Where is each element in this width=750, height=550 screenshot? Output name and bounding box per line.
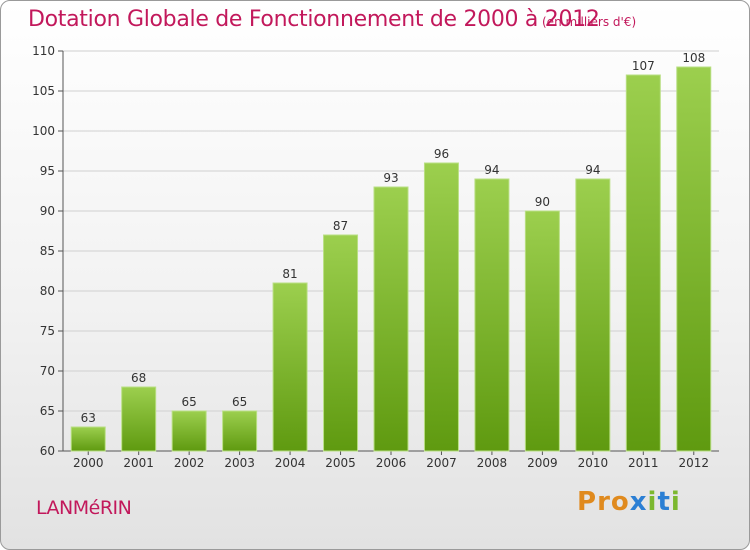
bar-2012 (676, 66, 712, 452)
y-tick-label: 110 (32, 44, 55, 58)
x-tick-label-2000: 2000 (73, 456, 104, 470)
y-tick-label: 85 (40, 244, 55, 258)
value-label-2004: 81 (282, 267, 297, 281)
value-label-2000: 63 (81, 411, 96, 425)
bar-2005 (323, 234, 359, 452)
x-tick-label-2003: 2003 (224, 456, 255, 470)
x-tick-label-2007: 2007 (426, 456, 457, 470)
value-label-2003: 65 (232, 395, 247, 409)
x-tick-label-2012: 2012 (678, 456, 709, 470)
bar-2003 (222, 410, 258, 452)
bar-2009 (524, 210, 560, 452)
y-tick-label: 75 (40, 324, 55, 338)
bar-2010 (575, 178, 611, 452)
x-tick-label-2005: 2005 (325, 456, 356, 470)
value-label-2012: 108 (682, 51, 705, 65)
value-label-2011: 107 (632, 59, 655, 73)
municipality-name: LANMéRIN (36, 497, 132, 519)
value-label-2001: 68 (131, 371, 146, 385)
tick-labels: 60 65 70 75 80 85 90 95 100 105 110 2000 2001 2002 200… (32, 44, 709, 470)
chart-title: Dotation Globale de Fonctionnement de 20… (28, 7, 600, 32)
y-tick-label: 65 (40, 404, 55, 418)
bar-2006 (373, 186, 409, 452)
value-label-2008: 94 (484, 163, 499, 177)
x-tick-label-2010: 2010 (578, 456, 609, 470)
x-tick-label-2006: 2006 (376, 456, 407, 470)
logo-letter: r (597, 487, 611, 517)
x-tick-label-2001: 2001 (123, 456, 154, 470)
y-tick-label: 100 (32, 124, 55, 138)
x-tick-label-2004: 2004 (275, 456, 306, 470)
y-tick-label: 90 (40, 204, 55, 218)
bar-2000 (70, 426, 106, 452)
x-tick-label-2002: 2002 (174, 456, 205, 470)
value-label-2010: 94 (585, 163, 600, 177)
value-label-2002: 65 (182, 395, 197, 409)
bar-2004 (272, 282, 308, 452)
bar-2001 (121, 386, 157, 452)
value-label-2009: 90 (535, 195, 550, 209)
x-tick-label-2008: 2008 (477, 456, 508, 470)
logo-letter: P (577, 487, 598, 517)
y-tick-label: 60 (40, 444, 55, 458)
proxiti-logo: Proxiti (577, 487, 681, 517)
data-labels: 63 68 65 65 81 87 93 96 94 90 94 107 108 (81, 51, 706, 425)
value-label-2006: 93 (383, 171, 398, 185)
logo-letter: t (657, 487, 671, 517)
x-tick-label-2011: 2011 (628, 456, 659, 470)
logo-letter: i (647, 487, 658, 517)
y-tick-label: 95 (40, 164, 55, 178)
logo-letter: i (670, 487, 681, 517)
x-tick-label-2009: 2009 (527, 456, 558, 470)
bar-2008 (474, 178, 510, 452)
bar-2011 (625, 74, 661, 452)
y-tick-label: 105 (32, 84, 55, 98)
bar-2002 (171, 410, 207, 452)
y-tick-label: 70 (40, 364, 55, 378)
bar-2007 (423, 162, 459, 452)
y-tick-label: 80 (40, 284, 55, 298)
logo-letter: o (610, 487, 630, 517)
value-label-2005: 87 (333, 219, 348, 233)
value-label-2007: 96 (434, 147, 449, 161)
logo-letter: x (629, 487, 648, 517)
chart-unit: (en milliers d'€) (542, 15, 637, 29)
bars (70, 66, 712, 452)
